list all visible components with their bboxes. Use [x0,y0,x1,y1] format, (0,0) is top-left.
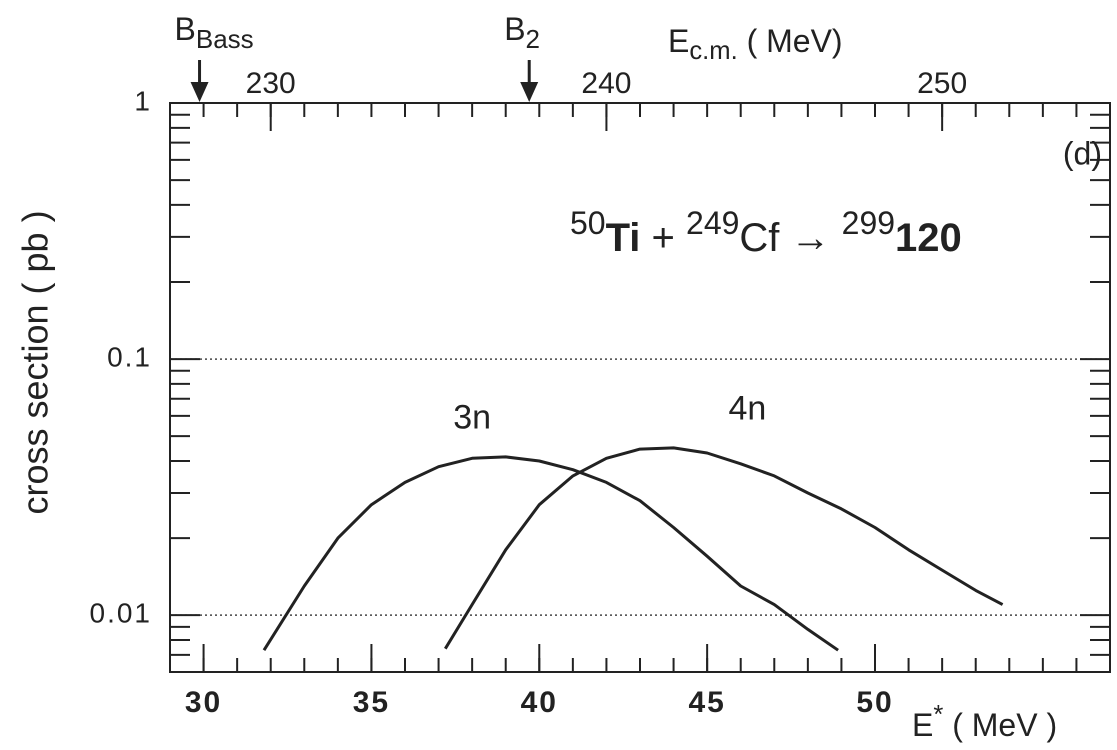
marker-label: B2 [504,11,540,54]
x-tick-label: 50 [856,686,893,719]
reaction-label: 50Ti + 249Cf → 299120 [570,205,962,260]
y-tick-label: 1 [134,85,152,116]
series-line [262,455,839,652]
x2-axis-label: Ec.m. ( MeV) [668,23,843,64]
y-tick-label: 0.1 [107,341,152,372]
text-part: + [640,216,686,260]
x-tick-label: 45 [688,686,725,719]
text-part: 50 [570,205,606,241]
text-part: 2 [526,24,540,54]
marker-arrowhead [190,82,209,102]
text-part: 249 [686,205,739,241]
text-part: E [668,23,689,59]
text-part: * [933,701,943,729]
x-axis-label: E* ( MeV ) [912,701,1057,743]
series-label: 4n [729,389,767,427]
x2-tick-label: 240 [581,67,631,100]
series-label: 3n [453,399,491,437]
x2-tick-label: 250 [917,67,967,100]
y-tick-label: 0.01 [90,598,153,629]
text-part: B [504,11,525,47]
text-part: Bass [196,24,254,54]
series-line [444,446,1004,650]
text-part: 299 [842,205,895,241]
marker-label: BBass [175,11,254,54]
text-part: B [175,11,196,47]
text-part: Ti [606,216,641,260]
x-tick-label: 40 [521,686,558,719]
x2-tick-label: 230 [246,67,296,100]
x-tick-label: 35 [353,686,390,719]
text-part: c.m. [689,37,737,65]
text-part: E [912,707,933,743]
x-tick-label: 30 [185,686,222,719]
text-part: Cf → [739,216,841,260]
text-part: ( MeV ) [943,707,1057,743]
panel-label: (d) [1063,135,1102,171]
text-part: 120 [895,216,962,260]
marker-arrowhead [520,82,539,102]
text-part: ( MeV) [738,23,843,59]
y-axis-label: cross section ( pb ) [15,210,56,514]
